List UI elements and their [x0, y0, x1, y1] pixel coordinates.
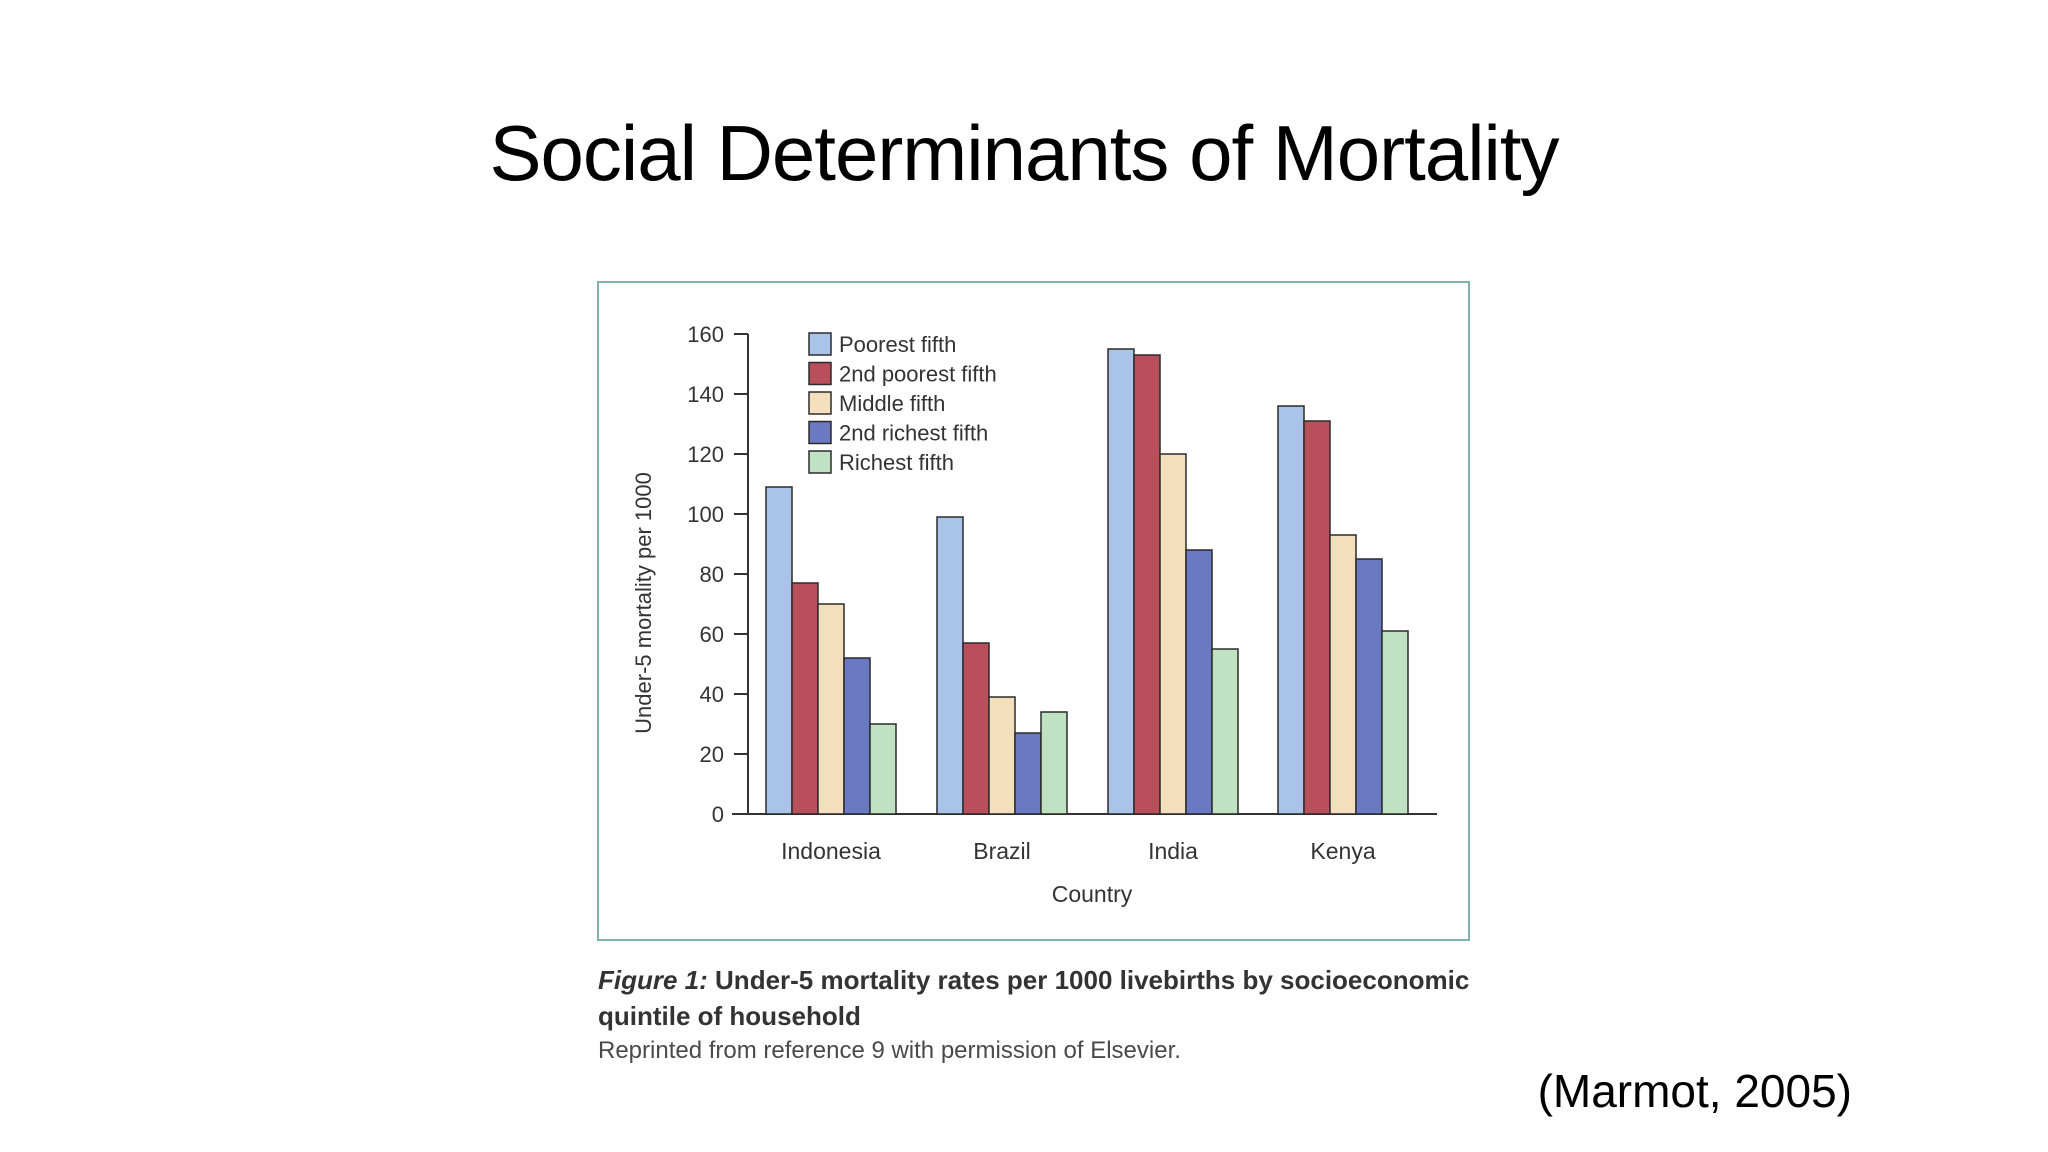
bar-indonesia-2	[817, 603, 845, 815]
bar-chart: 0 20 40 60 80 100 120 140 160 Indonesia Brazil Indi…	[631, 322, 1437, 907]
figure-caption: Figure 1: Under-5 mortality rates per 10…	[598, 962, 1498, 1068]
y-tick-label: 160	[687, 322, 724, 347]
y-axis-label: Under-5 mortality per 1000	[631, 472, 656, 734]
x-tick-label: Brazil	[973, 838, 1031, 864]
bar-india-1	[1133, 354, 1161, 815]
y-tick-label: 140	[687, 382, 724, 407]
bar-brazil-2	[988, 696, 1016, 815]
bar-indonesia-3	[843, 657, 871, 815]
x-tick-label: Kenya	[1310, 838, 1375, 864]
bar-indonesia-0	[765, 486, 793, 815]
legend-swatch	[808, 450, 832, 474]
legend-swatch	[808, 420, 832, 445]
x-tick-label: Indonesia	[781, 838, 881, 864]
caption-source-note: Reprinted from reference 9 with permissi…	[598, 1037, 1181, 1064]
legend-swatch	[808, 361, 832, 386]
bar-kenya-4	[1381, 630, 1409, 815]
legend-swatch	[808, 391, 832, 415]
axes: 0 20 40 60 80 100 120 140 160 Indonesia Brazil Indi…	[687, 322, 1437, 864]
y-tick-label: 80	[700, 562, 724, 587]
y-tick-label: 40	[700, 682, 724, 707]
bar-india-4	[1211, 648, 1239, 815]
bar-brazil-0	[936, 516, 964, 815]
figure-frame: 0 20 40 60 80 100 120 140 160 Indonesia Brazil Indi…	[597, 281, 1470, 941]
x-tick-label: India	[1148, 838, 1198, 864]
bar-kenya-2	[1329, 534, 1357, 815]
y-tick-label: 20	[700, 742, 724, 767]
x-axis-label: Country	[1052, 881, 1133, 907]
citation: (Marmot, 2005)	[1537, 1065, 1852, 1117]
bar-indonesia-1	[791, 582, 819, 815]
y-tick-label: 120	[687, 442, 724, 467]
bars	[765, 348, 1409, 815]
y-tick-label: 100	[687, 502, 724, 527]
bar-brazil-3	[1014, 732, 1042, 815]
legend-label: Poorest fifth	[839, 332, 956, 357]
legend-label: 2nd richest fifth	[839, 421, 988, 446]
bar-india-0	[1107, 348, 1135, 815]
bar-brazil-1	[962, 642, 990, 815]
bar-india-3	[1185, 549, 1213, 815]
bar-india-2	[1159, 453, 1187, 815]
figure-label: Figure 1:	[598, 965, 708, 995]
slide-title: Social Determinants of Mortality	[489, 109, 1559, 197]
bar-brazil-4	[1040, 711, 1068, 815]
caption-title: Figure 1: Under-5 mortality rates per 10…	[598, 962, 1498, 1034]
figure-title: Under-5 mortality rates per 1000 livebir…	[598, 965, 1470, 1031]
y-tick-label: 60	[700, 622, 724, 647]
bar-indonesia-4	[869, 723, 897, 815]
legend-label: Middle fifth	[839, 391, 945, 416]
legend-swatch	[808, 332, 832, 356]
legend-label: Richest fifth	[839, 450, 954, 475]
bar-kenya-3	[1355, 558, 1383, 815]
legend: Poorest fifth 2nd poorest fifth Middle fif…	[808, 332, 997, 475]
bar-kenya-1	[1303, 420, 1331, 815]
bar-kenya-0	[1277, 405, 1305, 815]
legend-label: 2nd poorest fifth	[839, 362, 997, 387]
y-tick-label: 0	[712, 802, 724, 827]
